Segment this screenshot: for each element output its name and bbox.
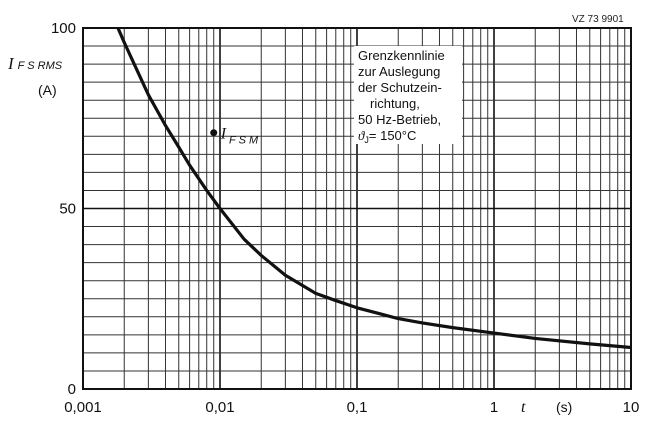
x-tick-label: 0,001 [64, 399, 102, 416]
x-tick-label: 10 [623, 399, 640, 416]
y-tick-label: 100 [51, 20, 76, 37]
y-axis-label-main: I [7, 54, 15, 73]
svg-text:IF S M: IF S M [220, 126, 259, 147]
y-axis-unit: (A) [38, 82, 57, 98]
ifsm-label-sub: F S M [229, 135, 259, 147]
plot-frame [82, 27, 632, 390]
ifsm-label-main: I [220, 126, 227, 143]
x-axis-unit: (s) [556, 399, 572, 415]
note-line-6: ϑJ= 150°C [358, 128, 416, 145]
x-tick-label: 1 [490, 399, 498, 416]
note-temperature: = 150°C [369, 128, 416, 143]
y-tick-labels: 0 50 100 [51, 20, 76, 398]
x-axis-label: t (s) [521, 399, 572, 416]
x-tick-label: 0,1 [347, 399, 368, 416]
ifsm-point [210, 129, 218, 137]
series-line-limit-curve [116, 27, 632, 350]
note-line-1: Grenzkennlinie [358, 48, 445, 63]
note-theta-sub: J [364, 135, 369, 145]
condition-note: Grenzkennlinie zur Auslegung der Schutze… [354, 46, 462, 145]
note-line-3: der Schutzein- [358, 80, 442, 95]
y-tick-label: 50 [59, 201, 76, 218]
doc-code: VZ 73 9901 [572, 14, 624, 25]
y-tick-label: 0 [68, 381, 76, 398]
y-axis-label-sub: F S RMS [18, 60, 63, 72]
svg-text:IF S RMS: IF S RMS [7, 54, 63, 73]
note-line-4: richtung, [370, 96, 420, 111]
note-theta: ϑ [358, 128, 365, 143]
note-line-5: 50 Hz-Betrieb, [358, 112, 441, 127]
x-axis-label-main: t [521, 399, 526, 416]
note-line-2: zur Auslegung [358, 64, 440, 79]
x-tick-label: 0,01 [205, 399, 234, 416]
x-tick-labels: 0,001 0,01 0,1 1 10 [64, 399, 639, 416]
